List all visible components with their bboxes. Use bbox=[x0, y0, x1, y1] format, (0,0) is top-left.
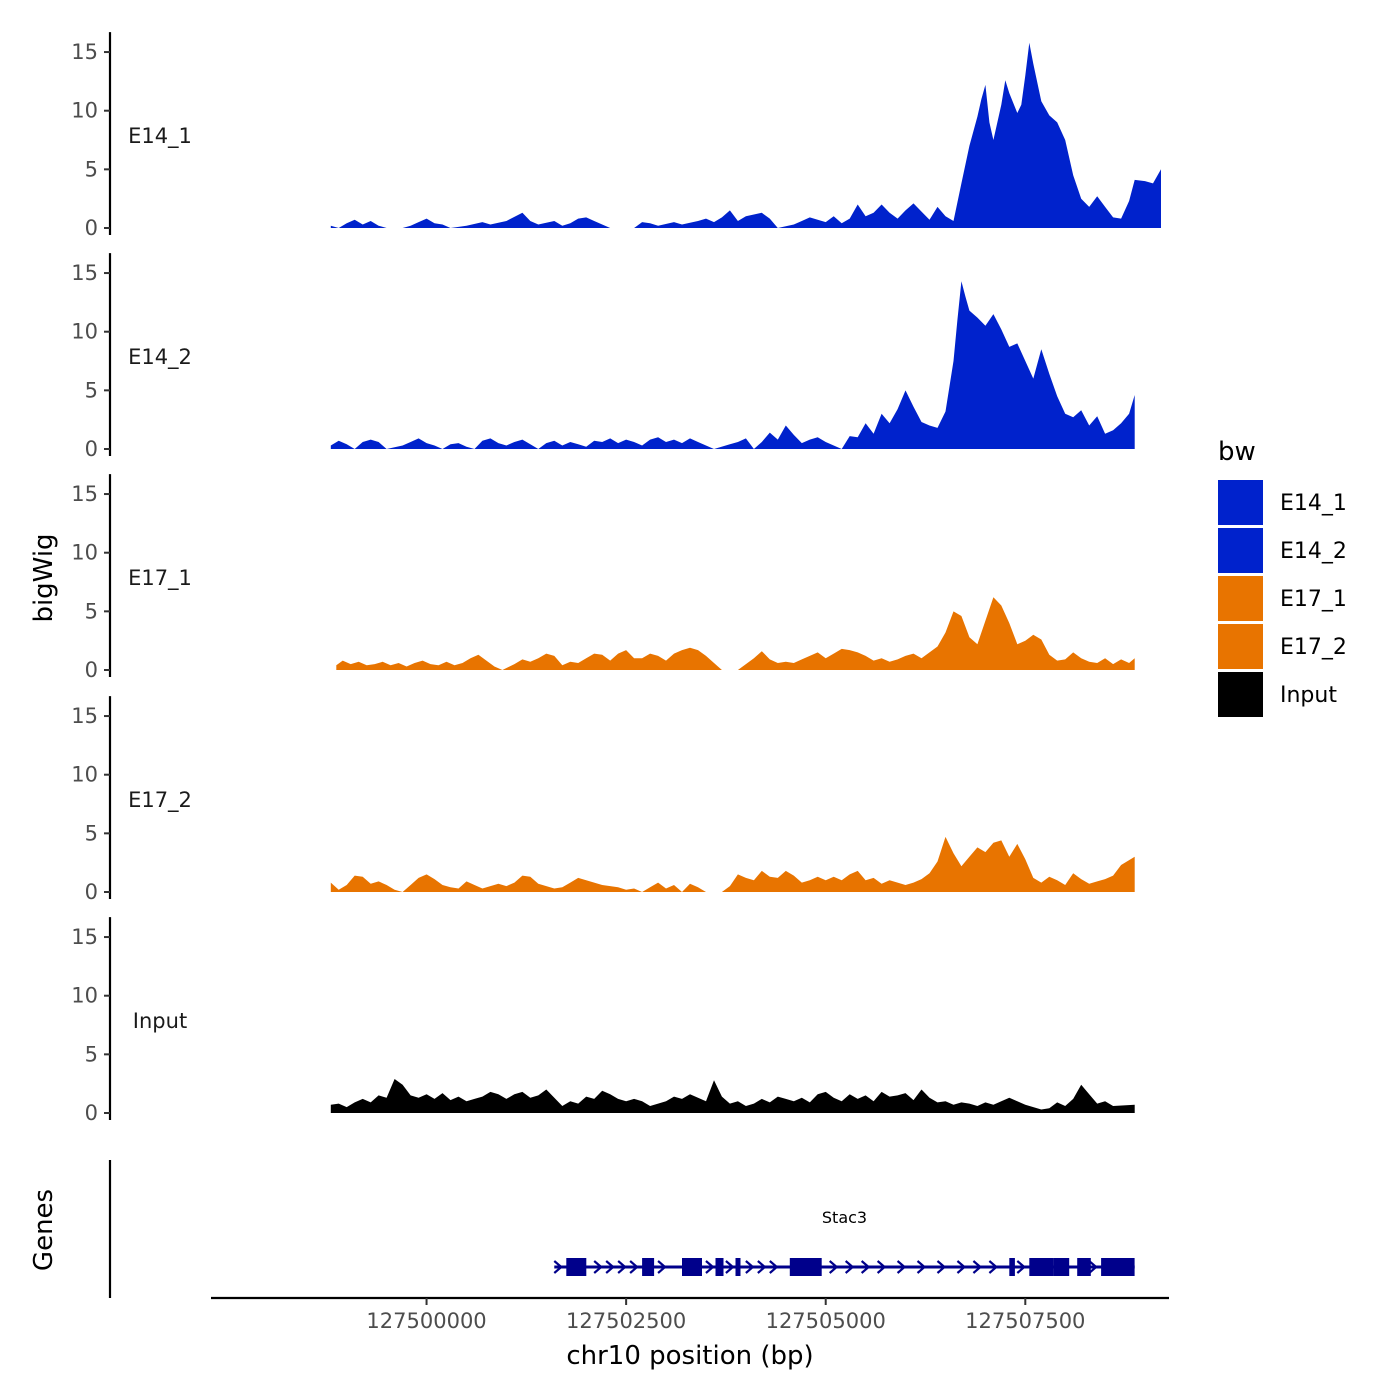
exon bbox=[566, 1258, 587, 1276]
legend-items: E14_1 E14_2 E17_1 E17_2 Input bbox=[1218, 480, 1347, 717]
legend-label: Input bbox=[1280, 683, 1337, 708]
track-label: E17_2 bbox=[128, 788, 192, 813]
legend-swatch bbox=[1218, 624, 1263, 669]
exon bbox=[1009, 1258, 1015, 1276]
panel-e14-2: 0 5 10 15 E14_2 bbox=[71, 253, 1135, 461]
y-tick-label: 5 bbox=[85, 378, 98, 402]
y-tick-label: 10 bbox=[71, 541, 98, 565]
genes-axis-title: Genes bbox=[29, 1189, 59, 1271]
coverage-area bbox=[330, 42, 1161, 229]
legend-label: E17_2 bbox=[1280, 635, 1347, 660]
exon bbox=[1101, 1258, 1135, 1276]
y-tick-label: 5 bbox=[85, 157, 98, 181]
legend-swatch bbox=[1218, 480, 1263, 525]
y-tick-label: 15 bbox=[71, 925, 98, 949]
exon bbox=[735, 1258, 741, 1276]
legend-swatch bbox=[1218, 672, 1263, 717]
track-label: E14_2 bbox=[128, 345, 192, 370]
strand-arrow bbox=[745, 1260, 755, 1274]
strand-arrow bbox=[916, 1260, 927, 1274]
legend-title: bw bbox=[1218, 437, 1256, 467]
y-tick-label: 15 bbox=[71, 704, 98, 728]
x-tick-label: 127505000 bbox=[766, 1309, 886, 1333]
legend-label: E14_1 bbox=[1280, 491, 1347, 516]
strand-arrow bbox=[988, 1260, 999, 1274]
y-tick-label: 15 bbox=[71, 261, 98, 285]
strand-arrow bbox=[593, 1260, 603, 1274]
track-panels: 0 5 10 15 E14_1 0 5 10 15 E14_2 0 5 10 15 E17_1 0 5 10 15 E… bbox=[71, 32, 1161, 1125]
strand-arrow bbox=[1016, 1260, 1027, 1274]
strand-arrow bbox=[1088, 1260, 1098, 1274]
y-tick-label: 10 bbox=[71, 763, 98, 787]
x-tick-label: 127500000 bbox=[366, 1309, 486, 1333]
strand-arrow bbox=[896, 1260, 907, 1274]
coverage-area bbox=[330, 1079, 1135, 1113]
strand-arrow bbox=[936, 1260, 947, 1274]
strand-arrow bbox=[629, 1260, 639, 1274]
panel-input: 0 5 10 15 Input bbox=[71, 917, 1135, 1125]
y-tick-label: 5 bbox=[85, 599, 98, 623]
y-tick-label: 0 bbox=[85, 1101, 98, 1125]
strand-arrow bbox=[553, 1260, 563, 1274]
strand-arrow bbox=[657, 1260, 667, 1274]
x-axis-title: chr10 position (bp) bbox=[566, 1341, 813, 1371]
strand-arrow bbox=[876, 1260, 887, 1274]
strand-arrow bbox=[769, 1260, 779, 1274]
track-label: E17_1 bbox=[128, 566, 192, 591]
coverage-area bbox=[330, 836, 1135, 892]
exon bbox=[682, 1258, 702, 1276]
panel-e17-2: 0 5 10 15 E17_2 bbox=[71, 696, 1135, 904]
y-tick-label: 0 bbox=[85, 437, 98, 461]
gene-label: Stac3 bbox=[822, 1208, 867, 1227]
exon bbox=[642, 1258, 655, 1276]
legend: bw E14_1 E14_2 E17_1 E17_2 Input bbox=[1218, 437, 1347, 717]
y-tick-label: 10 bbox=[71, 320, 98, 344]
strand-arrow bbox=[956, 1260, 967, 1274]
y-tick-label: 0 bbox=[85, 880, 98, 904]
strand-arrow bbox=[617, 1260, 627, 1274]
y-tick-label: 15 bbox=[71, 482, 98, 506]
panel-e14-1: 0 5 10 15 E14_1 bbox=[71, 32, 1161, 240]
exon bbox=[789, 1258, 822, 1276]
legend-label: E14_2 bbox=[1280, 539, 1347, 564]
panel-e17-1: 0 5 10 15 E17_1 bbox=[71, 474, 1135, 682]
legend-label: E17_1 bbox=[1280, 587, 1347, 612]
gene-track-panel: Stac3 bbox=[108, 1160, 1135, 1298]
legend-swatch bbox=[1218, 576, 1263, 621]
y-axis-title: bigWig bbox=[29, 533, 59, 622]
strand-arrow bbox=[705, 1260, 715, 1274]
strand-arrow bbox=[605, 1260, 615, 1274]
strand-arrow bbox=[860, 1260, 871, 1274]
strand-arrow bbox=[844, 1260, 855, 1274]
strand-arrow bbox=[757, 1260, 767, 1274]
coverage-area bbox=[336, 597, 1135, 670]
strand-arrow bbox=[725, 1260, 735, 1274]
strand-arrow bbox=[972, 1260, 983, 1274]
exon bbox=[1077, 1258, 1091, 1276]
x-axis: 127500000 127502500 127505000 127507500 bbox=[211, 1296, 1169, 1333]
strand-arrow bbox=[828, 1260, 839, 1274]
coverage-area bbox=[330, 281, 1135, 449]
x-tick-label: 127502500 bbox=[566, 1309, 686, 1333]
y-tick-label: 15 bbox=[71, 40, 98, 64]
exon bbox=[1029, 1258, 1054, 1276]
y-tick-label: 10 bbox=[71, 99, 98, 123]
y-tick-label: 0 bbox=[85, 658, 98, 682]
track-label: E14_1 bbox=[128, 124, 192, 149]
x-tick-label: 127507500 bbox=[965, 1309, 1085, 1333]
legend-swatch bbox=[1218, 528, 1263, 573]
exon bbox=[715, 1258, 724, 1276]
y-tick-label: 0 bbox=[85, 216, 98, 240]
track-label: Input bbox=[133, 1009, 187, 1033]
y-tick-label: 10 bbox=[71, 984, 98, 1008]
y-tick-label: 5 bbox=[85, 821, 98, 845]
y-tick-label: 5 bbox=[85, 1042, 98, 1066]
exon bbox=[1053, 1258, 1070, 1276]
